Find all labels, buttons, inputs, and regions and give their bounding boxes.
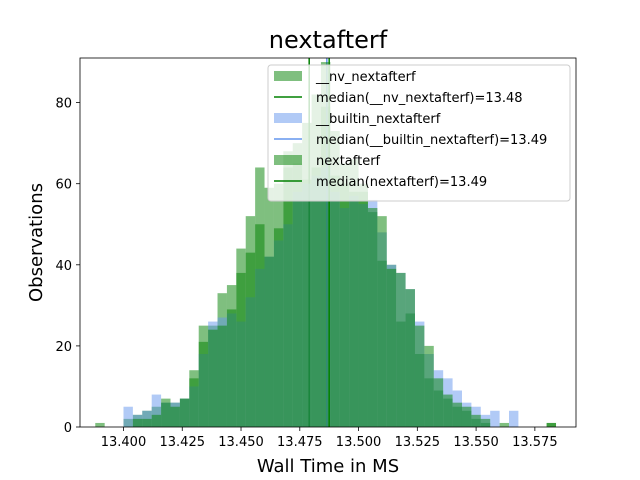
y-axis-ticks: 0 20 40 60 80 [55, 97, 80, 436]
legend-entry-label: median(nextafterf)=13.49 [316, 175, 487, 190]
histogram-bar [405, 289, 415, 427]
histogram-bar [189, 370, 199, 427]
legend-entry-label: median(__nv_nextafterf)=13.48 [316, 91, 523, 106]
histogram-series [132, 62, 557, 428]
histogram-bar [339, 183, 350, 427]
x-tick-label: 13.575 [512, 435, 558, 450]
histogram-bar [302, 179, 312, 427]
histogram-bar [414, 325, 425, 427]
histogram-bar [208, 329, 218, 427]
histogram-bar [367, 208, 378, 427]
x-tick-label: 13.425 [160, 435, 206, 450]
histogram-bar [292, 163, 303, 427]
legend-entry-label: nextafterf [316, 154, 381, 169]
x-axis-ticks: 13.400 13.425 13.450 13.475 13.500 13.525 13.5… [101, 427, 558, 450]
legend: __nv_nextafterf median(__nv_nextafterf)=1… [267, 64, 571, 202]
x-tick-label: 13.475 [277, 435, 323, 450]
legend-entry-label: __nv_nextafterf [315, 70, 416, 85]
legend-patch [274, 155, 302, 165]
axes-frame [79, 57, 577, 428]
legend-patch [274, 71, 302, 81]
y-tick-label: 0 [64, 421, 72, 436]
x-tick-label: 13.400 [101, 435, 147, 450]
histogram-bar [132, 418, 143, 427]
chart-title: nextafterf [269, 26, 388, 54]
histogram-bar [170, 406, 180, 427]
histogram-bar [349, 191, 359, 427]
histogram-bar [424, 345, 434, 427]
histogram-bar [123, 406, 133, 427]
y-axis-label: Observations [26, 183, 47, 302]
x-tick-label: 13.525 [395, 435, 441, 450]
histogram-bar [433, 378, 444, 427]
histogram-bar [198, 325, 209, 427]
histogram-bar [386, 268, 397, 427]
histogram-bar [217, 325, 227, 427]
x-tick-label: 13.450 [218, 435, 264, 450]
histogram-bar [283, 167, 293, 428]
histogram-bar [461, 406, 472, 427]
histogram-bar [273, 228, 284, 427]
histogram-bar [255, 224, 265, 427]
histogram-bar [330, 175, 340, 427]
histogram-bar [480, 418, 491, 427]
histogram-bar [151, 394, 162, 427]
histogram-bar [546, 422, 557, 427]
y-tick-label: 80 [55, 97, 72, 112]
histogram-bar [358, 191, 368, 427]
histogram-bar [452, 402, 462, 427]
histogram-bar [396, 272, 406, 427]
histogram-bar [311, 167, 321, 428]
y-tick-label: 20 [55, 340, 72, 355]
y-tick-label: 60 [55, 178, 72, 193]
legend-box [267, 64, 571, 202]
histogram-bar [245, 252, 256, 427]
histogram-bar [142, 418, 152, 427]
legend-patch [274, 113, 302, 123]
histogram-bar [320, 62, 331, 428]
histogram-bar [509, 410, 519, 427]
x-axis-label: Wall Time in MS [257, 456, 399, 477]
y-tick-label: 40 [55, 259, 72, 274]
legend-entry-label: median(__builtin_nextafterf)=13.49 [316, 133, 547, 148]
legend-entry-label: __builtin_nextafterf [315, 112, 441, 127]
histogram-bar [471, 414, 481, 427]
histogram-bar [161, 402, 171, 427]
histogram-bar [179, 398, 190, 427]
histogram-bar [264, 256, 274, 427]
histogram-bar [499, 422, 509, 427]
x-tick-label: 13.500 [336, 435, 382, 450]
plot-area [95, 58, 557, 428]
histogram-bar [236, 248, 246, 427]
histogram-bar [226, 309, 237, 427]
histogram-bar [377, 216, 387, 427]
histogram-bar [443, 394, 453, 427]
histogram-bar [95, 422, 105, 427]
histogram-bar [490, 410, 500, 427]
x-tick-label: 13.550 [453, 435, 499, 450]
histogram-bar [151, 414, 162, 427]
